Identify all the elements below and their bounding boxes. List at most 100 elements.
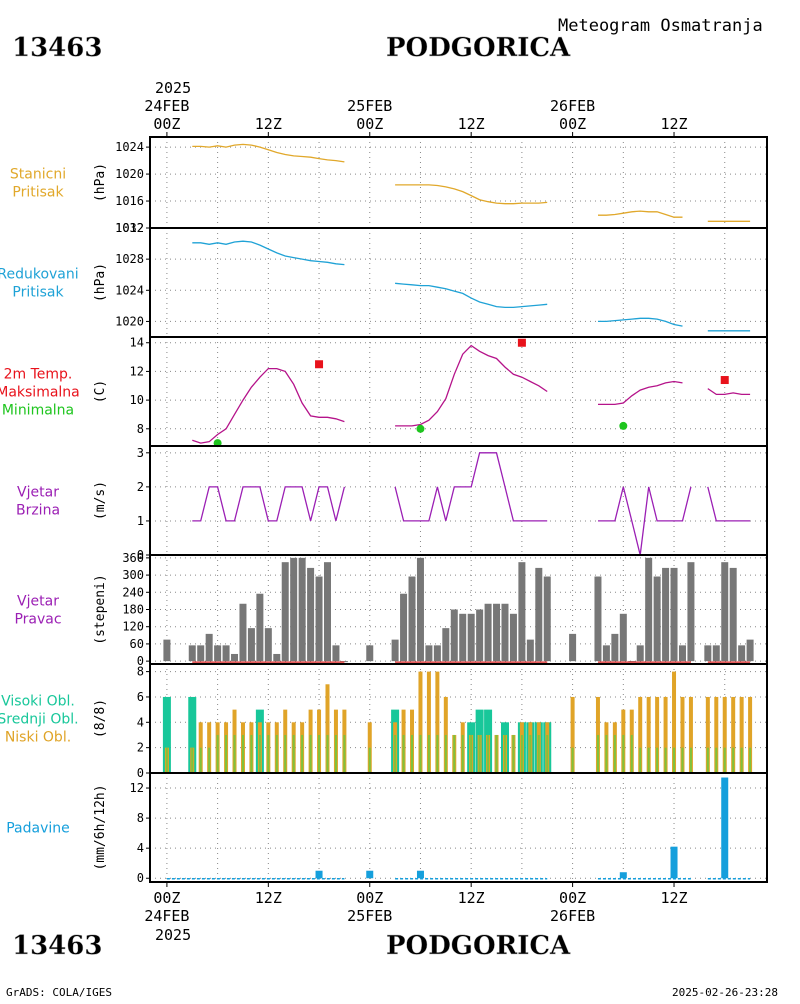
series-line [192, 240, 345, 266]
low-cloud-bar [318, 734, 321, 773]
series-line [192, 486, 346, 522]
direction-bar [332, 645, 340, 662]
direction-bar [518, 562, 526, 662]
series-line [707, 388, 751, 396]
direction-bar [247, 628, 255, 662]
footer-timestamp: 2025-02-26-23:28 [672, 986, 778, 999]
mid-cloud-bar [748, 696, 753, 773]
min-temp-marker [619, 421, 628, 430]
product-title: Meteogram Osmatranja [558, 16, 763, 36]
low-cloud-bar [436, 734, 439, 773]
station-name-bottom: PODGORICA [386, 931, 571, 961]
direction-bar [442, 628, 450, 662]
top-date-label: 26FEB [550, 97, 595, 115]
series-line [395, 184, 548, 205]
low-cloud-bar [343, 734, 346, 773]
low-cloud-bar [689, 747, 692, 773]
panel-wind-direction: 0 60 120 180 240 300 360 (stepeni) Vjetar Pravac [14, 551, 768, 668]
low-cloud-bar [681, 747, 684, 773]
top-date-label: 24FEB [144, 97, 189, 115]
y-axis-label: (stepeni) [93, 574, 108, 644]
mid-cloud-bar [655, 696, 660, 773]
direction-bar [662, 567, 670, 662]
ytick-label: 2 [137, 741, 144, 755]
low-cloud-bar [647, 747, 650, 773]
station-name-top: PODGORICA [386, 33, 571, 63]
direction-bar [205, 633, 213, 662]
mid-cloud-bar [207, 722, 212, 773]
y-axis-label: (C) [93, 380, 108, 403]
mid-cloud-bar [646, 696, 651, 773]
low-cloud-bar [605, 734, 608, 773]
series-line [598, 210, 683, 218]
station-id-bottom: 13463 [12, 931, 102, 961]
low-cloud-bar [394, 734, 397, 773]
panel-label: Niski Obl. [5, 730, 71, 746]
y-axis-label: (mm/6h/12h) [93, 784, 108, 870]
direction-bar [653, 576, 661, 662]
bottom-time-label: 12Z [255, 889, 282, 907]
low-cloud-bar [503, 734, 506, 773]
top-time-label: 12Z [660, 115, 687, 133]
low-cloud-bar [622, 734, 625, 773]
top-time-label: 12Z [255, 115, 282, 133]
direction-bar [467, 613, 475, 662]
low-cloud-bar [495, 734, 498, 773]
direction-bar [678, 645, 686, 662]
panel-label: Pravac [14, 612, 61, 628]
direction-bar [298, 557, 306, 662]
direction-bar [687, 562, 695, 662]
panel-frame [149, 227, 768, 338]
low-cloud-bar [571, 747, 574, 773]
ytick-label: 120 [122, 620, 144, 634]
ytick-label: 300 [122, 568, 144, 582]
low-cloud-bar [267, 734, 270, 773]
low-cloud-bar [664, 747, 667, 773]
max-temp-marker [315, 360, 324, 369]
mid-cloud-bar [672, 671, 677, 773]
bottom-date-label: 24FEB [144, 907, 189, 925]
mid-cloud-bar [638, 696, 643, 773]
low-cloud-bar [732, 747, 735, 773]
low-cloud-bar [301, 734, 304, 773]
ytick-label: 1 [137, 514, 144, 528]
low-cloud-bar [461, 734, 464, 773]
mid-cloud-bar [426, 671, 431, 773]
low-cloud-bar [715, 747, 718, 773]
low-cloud-bar [546, 734, 549, 773]
low-cloud-bar [233, 734, 236, 773]
mid-cloud-bar [570, 696, 575, 773]
mid-cloud-bar [663, 696, 668, 773]
ytick-label: 0 [137, 766, 144, 780]
series-line [192, 367, 345, 444]
low-cloud-bar [613, 734, 616, 773]
low-cloud-bar [208, 747, 211, 773]
bottom-date-label: 25FEB [347, 907, 392, 925]
ytick-label: 360 [122, 551, 144, 565]
series-line [192, 143, 345, 163]
time-axis-labels: 00Z24FEB00Z24FEB12Z12Z00Z25FEB00Z25FEB12… [144, 97, 687, 925]
y-axis-label: (8/8) [93, 699, 108, 738]
direction-bar [526, 639, 534, 662]
ytick-label: 60 [130, 637, 144, 651]
panel-label: Redukovani [0, 267, 79, 283]
series-line [707, 486, 751, 522]
ytick-label: 4 [137, 715, 144, 729]
mid-cloud-bar [325, 684, 330, 773]
panel-label: Visoki Obl. [1, 694, 75, 710]
low-cloud-bar [749, 747, 752, 773]
low-cloud-bar [292, 734, 295, 773]
direction-bar [535, 567, 543, 662]
ytick-label: 6 [137, 690, 144, 704]
direction-bar [543, 576, 551, 662]
ytick-label: 1020 [115, 314, 144, 328]
low-cloud-bar [444, 734, 447, 773]
panel-precipitation: 0 4 8 12 (mm/6h/12h) Padavine [6, 772, 768, 885]
panel-station-pressure: 1012 1016 1020 1024 (hPa) Stanicni Pritisak [10, 136, 768, 235]
mid-cloud-bar [739, 696, 744, 773]
direction-bar [459, 613, 467, 662]
low-cloud-bar [723, 747, 726, 773]
low-cloud-bar [216, 734, 219, 773]
direction-bar [425, 645, 433, 662]
